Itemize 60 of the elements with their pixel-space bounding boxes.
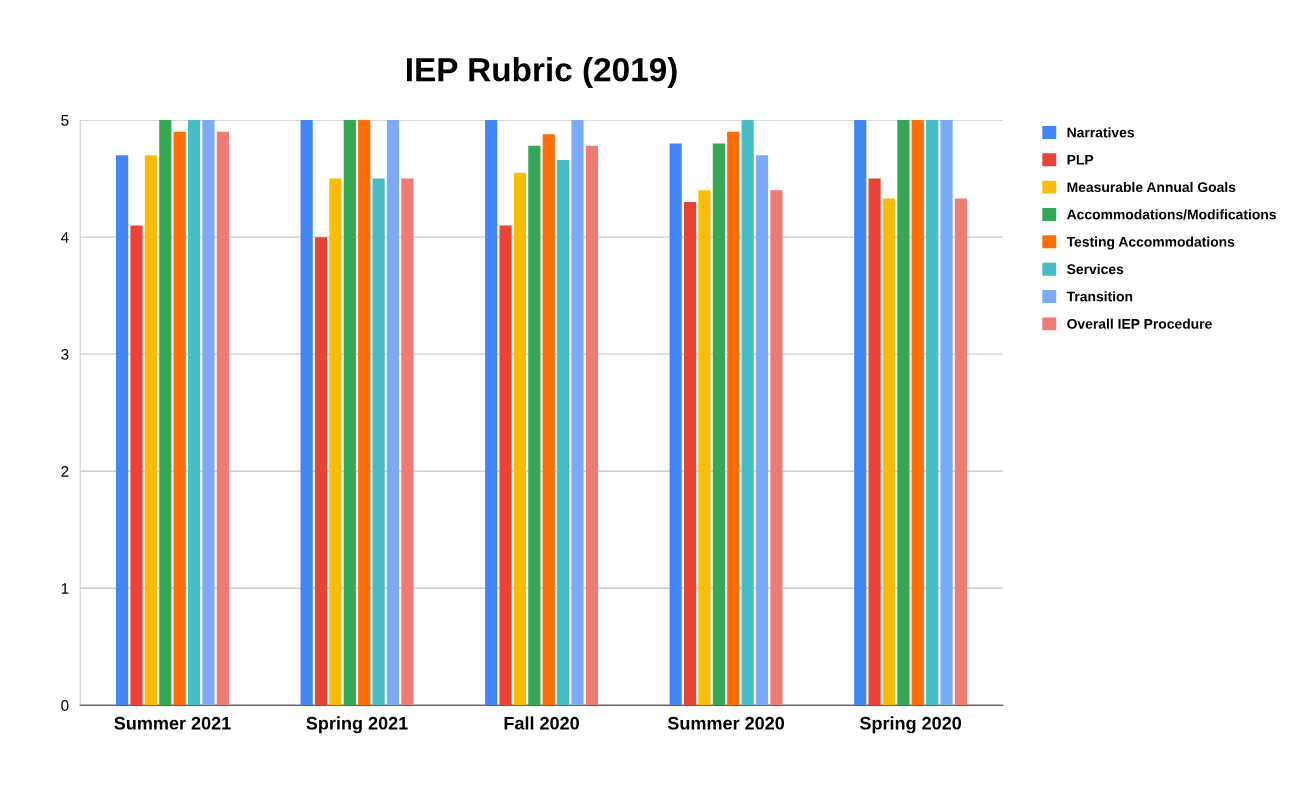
bar [130,225,143,706]
bar [499,225,512,706]
bar [202,120,215,706]
y-tick-label: 5 [61,115,69,126]
legend-label: Overall IEP Procedure [1067,318,1212,329]
bar [557,159,570,706]
legend-label: Narratives [1067,127,1135,138]
bar [216,131,229,706]
bar [358,120,371,706]
bar [314,237,328,706]
bar [926,120,939,706]
bar [173,131,186,706]
bar [741,120,754,706]
bar [854,120,867,706]
bar [485,120,498,706]
bar [882,198,896,706]
y-tick-label: 4 [60,232,69,243]
x-tick-label: Summer 2020 [667,716,785,730]
bar [755,155,769,706]
bar [187,120,201,706]
bar [329,178,342,706]
legend-label: Transition [1066,291,1133,302]
bar [698,190,711,706]
y-tick-label: 0 [61,700,69,711]
x-tick-label: Fall 2020 [504,716,579,730]
bar [727,131,740,706]
bar [954,198,968,706]
x-tick-label: Spring 2021 [306,716,408,734]
bar [897,120,910,706]
y-tick-label: 1 [61,583,69,594]
bar [683,202,697,706]
bar [528,145,541,706]
bar [770,190,783,706]
bar [571,120,584,706]
legend-label: Services [1067,263,1124,275]
legend-label: Accommodations/Modifications [1066,209,1276,220]
chart-title: IEP Rubric (2019) [406,57,677,89]
bar [401,178,414,706]
bar [940,120,953,706]
legend-label: PLP [1067,155,1094,165]
bar [372,178,385,706]
bar [669,143,682,706]
bar [712,143,725,706]
bar [144,155,157,706]
bar [868,178,881,706]
bar [386,120,400,706]
bar [116,155,129,706]
bar [343,120,356,706]
bar [542,134,555,706]
bar [585,145,598,706]
legend-label: Measurable Annual Goals [1067,181,1236,193]
x-tick-label: Spring 2020 [859,716,962,734]
bar [911,120,924,706]
bar [300,120,313,706]
legend-label: Testing Accommodations [1066,236,1235,250]
bar [159,120,172,706]
y-tick-label: 2 [61,466,69,477]
y-tick-label: 3 [61,349,69,360]
x-tick-label: Summer 2021 [114,716,231,730]
bar [513,172,527,706]
